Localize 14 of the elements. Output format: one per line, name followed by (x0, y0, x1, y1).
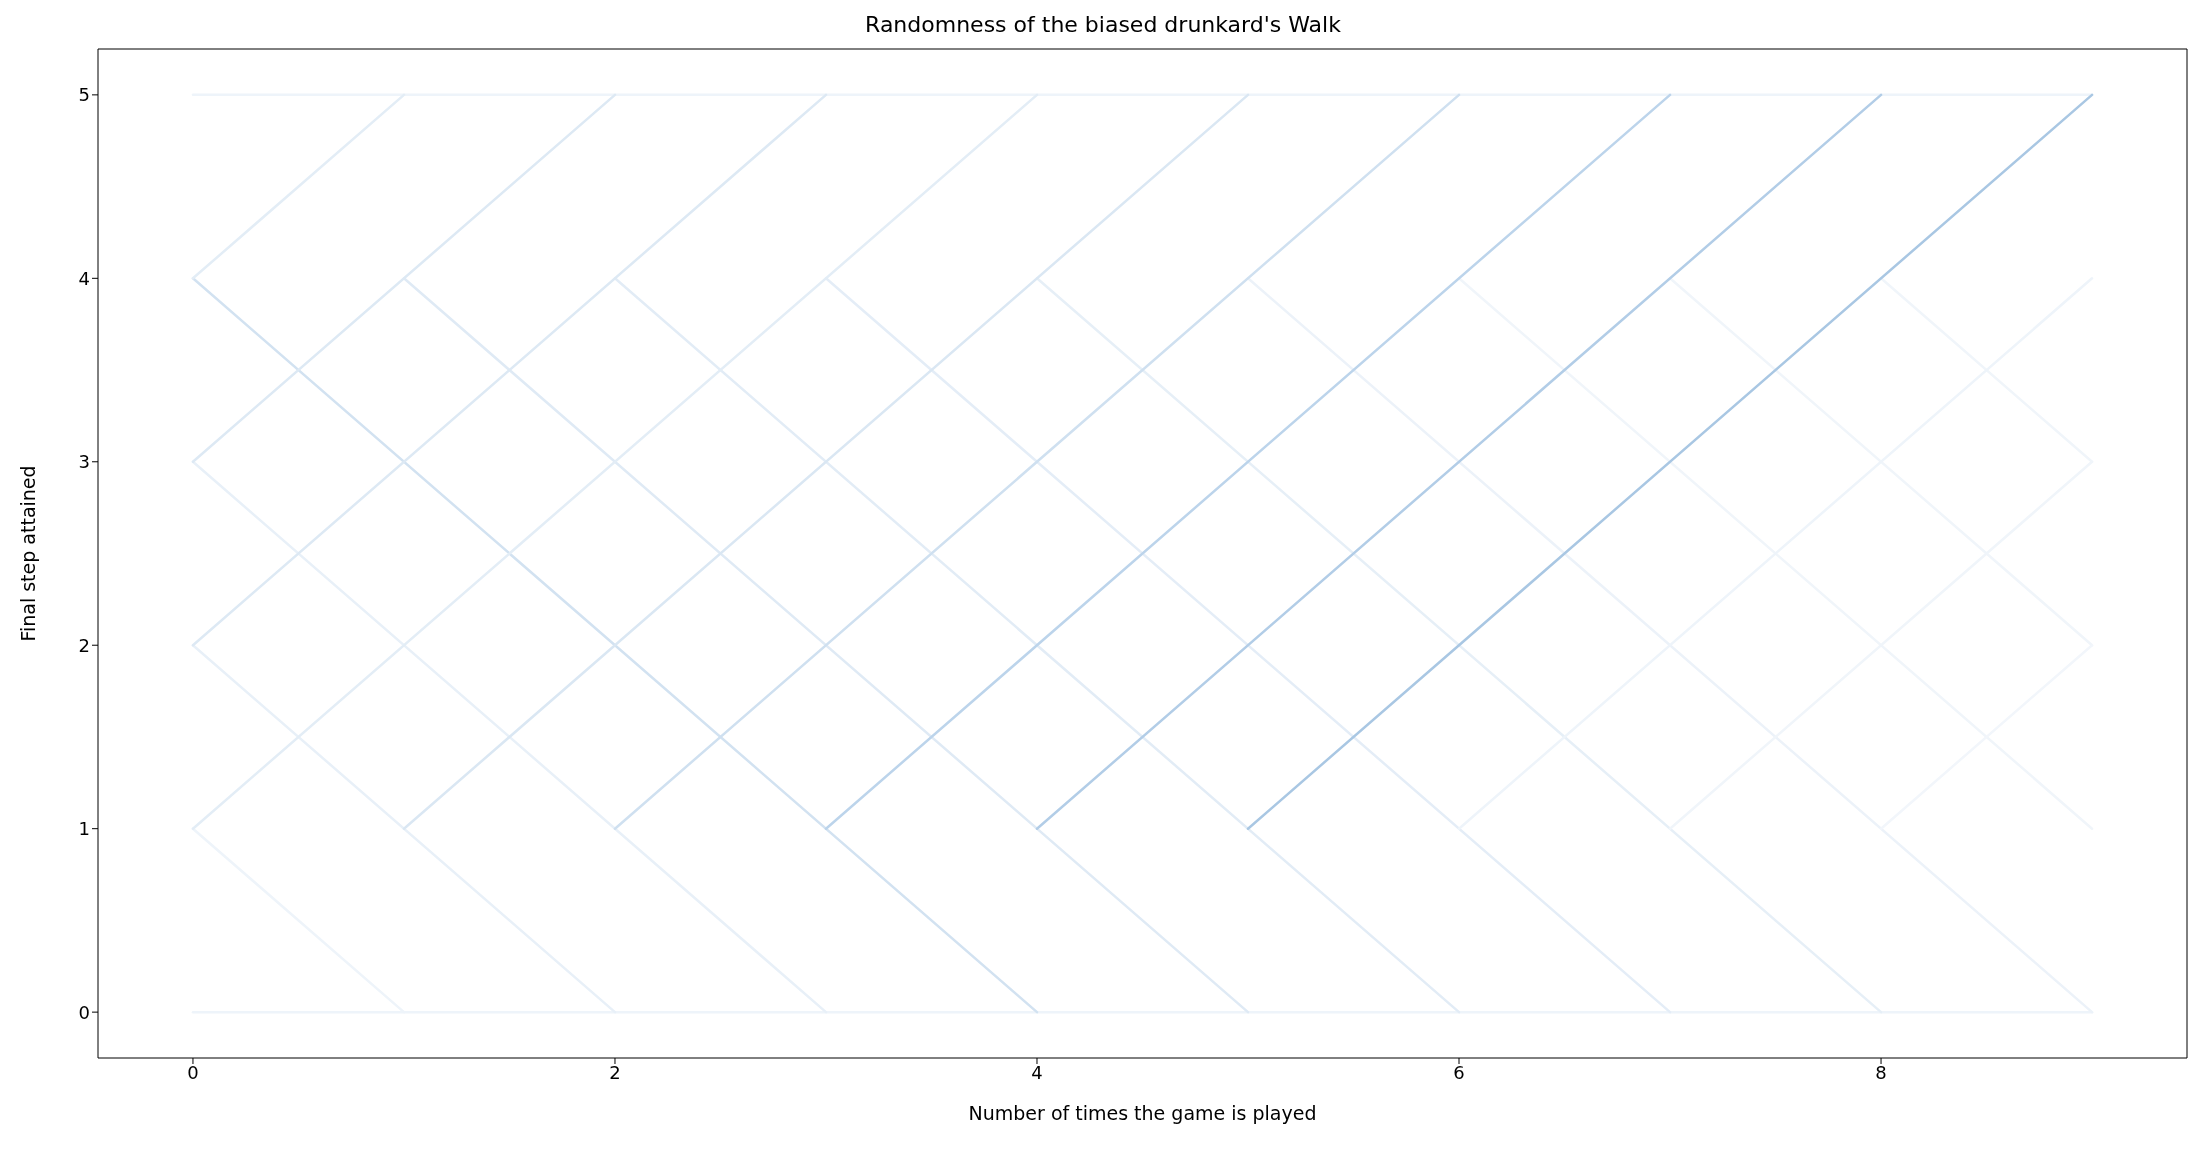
y-tick-label: 3 (78, 451, 90, 473)
y-tick-label: 5 (78, 84, 90, 106)
x-tick-label: 2 (609, 1061, 621, 1083)
x-tick-label: 6 (1453, 1061, 1465, 1083)
x-axis-title: Number of times the game is played (968, 1102, 1317, 1124)
chart-title: Randomness of the biased drunkard's Walk (864, 11, 1342, 39)
x-tick-label: 8 (1875, 1061, 1887, 1083)
x-tick-label: 0 (187, 1061, 199, 1083)
y-axis-title: Final step attained (16, 465, 39, 642)
x-tick-label: 4 (1031, 1061, 1043, 1083)
y-tick-label: 1 (78, 818, 90, 840)
y-tick-label: 2 (78, 634, 90, 656)
y-tick-label: 0 (78, 1001, 90, 1023)
y-tick-label: 4 (78, 267, 90, 289)
